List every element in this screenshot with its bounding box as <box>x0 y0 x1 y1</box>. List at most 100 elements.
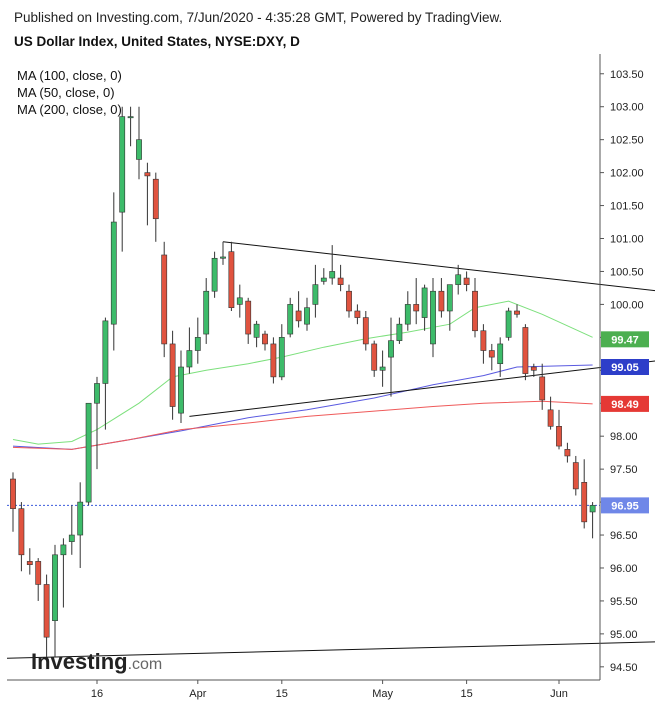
candle-body <box>295 310 302 322</box>
candle-body <box>354 310 361 318</box>
candle-body <box>178 366 184 414</box>
x-tick-label: 16 <box>91 688 103 700</box>
y-tick-label: 102.00 <box>610 168 644 180</box>
candle <box>220 241 226 265</box>
chart-header: Published on Investing.com, 7/Jun/2020 -… <box>14 8 654 53</box>
candle-body <box>497 343 504 365</box>
y-tick-label: 98.00 <box>610 431 638 443</box>
candle-body <box>388 340 394 358</box>
price-labels: 99.47 99.05 98.49 96.95 <box>601 331 649 514</box>
candle-body <box>581 482 588 523</box>
candle <box>430 278 436 358</box>
candle-body <box>539 376 546 401</box>
candle <box>455 264 462 295</box>
candle <box>413 278 420 325</box>
candle <box>572 455 579 496</box>
candle <box>119 106 126 252</box>
candle-body <box>589 505 596 513</box>
candle <box>236 284 243 318</box>
y-tick-label: 101.50 <box>610 201 644 213</box>
x-tick-label: Jun <box>550 688 568 700</box>
candle <box>404 291 411 331</box>
candle <box>497 337 504 377</box>
candle <box>262 330 268 351</box>
candle <box>94 376 100 470</box>
chart-title: US Dollar Index, United States, NYSE:DXY… <box>14 34 300 49</box>
y-tick-label: 103.00 <box>610 102 644 114</box>
candle-body <box>530 366 537 371</box>
x-tick-label: May <box>372 688 393 700</box>
candle <box>194 317 201 364</box>
candle-body <box>203 290 210 335</box>
candle-body <box>236 297 243 305</box>
candle-body <box>211 257 218 292</box>
y-tick-label: 102.50 <box>610 135 644 147</box>
candle-body <box>262 333 268 345</box>
candle-body <box>413 304 420 312</box>
ma-legend: MA (100, close, 0) MA (50, close, 0) MA … <box>17 68 122 117</box>
published-info: Published on Investing.com, 7/Jun/2020 -… <box>14 10 503 25</box>
candle-body <box>488 350 495 358</box>
candle-body <box>421 287 428 318</box>
candle <box>43 574 50 657</box>
candle <box>295 291 302 328</box>
candle <box>539 363 546 410</box>
y-tick-label: 97.50 <box>610 464 638 476</box>
candle <box>85 402 92 506</box>
y-tick-label: 100.00 <box>610 299 644 311</box>
price-chart[interactable]: MA (100, close, 0) MA (50, close, 0) MA … <box>4 54 659 702</box>
candle <box>77 482 84 568</box>
candle <box>152 172 159 242</box>
candle <box>178 350 184 424</box>
candle-body <box>77 501 84 536</box>
candle <box>371 340 378 377</box>
candle-body <box>572 462 579 490</box>
candle-body <box>556 426 562 447</box>
candle <box>480 324 487 364</box>
candle <box>169 330 176 420</box>
candle-body <box>320 277 327 282</box>
candle <box>354 304 361 325</box>
candle <box>304 297 310 331</box>
candle <box>110 192 117 351</box>
svg-text:Investing.com: Investing.com <box>31 649 162 674</box>
candle <box>253 320 260 348</box>
candle-body <box>127 116 134 119</box>
ma100-price-label: 99.05 <box>601 359 649 375</box>
price-label-box <box>601 497 649 514</box>
candle-body <box>564 449 571 457</box>
candle-body <box>430 290 436 345</box>
ma200-price-label: 98.49 <box>601 395 649 412</box>
candle-body <box>68 534 75 542</box>
candle <box>564 442 571 463</box>
candle <box>329 245 336 285</box>
candle <box>362 310 369 351</box>
price-label-text: 99.05 <box>611 362 639 374</box>
logo-suffix: .com <box>128 656 163 673</box>
candle-body <box>472 290 478 332</box>
candle-body <box>329 271 336 279</box>
candle <box>379 350 386 387</box>
candle-body <box>194 337 201 351</box>
y-tick-label: 95.50 <box>610 596 638 608</box>
candle-body <box>144 172 151 177</box>
candle-body <box>94 383 100 404</box>
candle-body <box>136 139 142 160</box>
candle <box>270 337 277 384</box>
candle <box>312 264 319 318</box>
logo-main: Investing <box>31 649 128 674</box>
candle <box>161 241 168 358</box>
candle <box>60 538 67 608</box>
candle <box>421 284 428 331</box>
candle <box>228 241 235 311</box>
long-support-line <box>4 641 659 659</box>
price-chart-svg[interactable]: MA (100, close, 0) MA (50, close, 0) MA … <box>4 54 659 702</box>
candle-body <box>119 116 126 213</box>
price-label-box <box>601 359 649 375</box>
candle <box>203 278 210 344</box>
candle <box>346 284 352 318</box>
candle <box>278 324 285 381</box>
candle <box>581 459 588 529</box>
candle-body <box>514 310 520 315</box>
candle <box>245 297 252 344</box>
